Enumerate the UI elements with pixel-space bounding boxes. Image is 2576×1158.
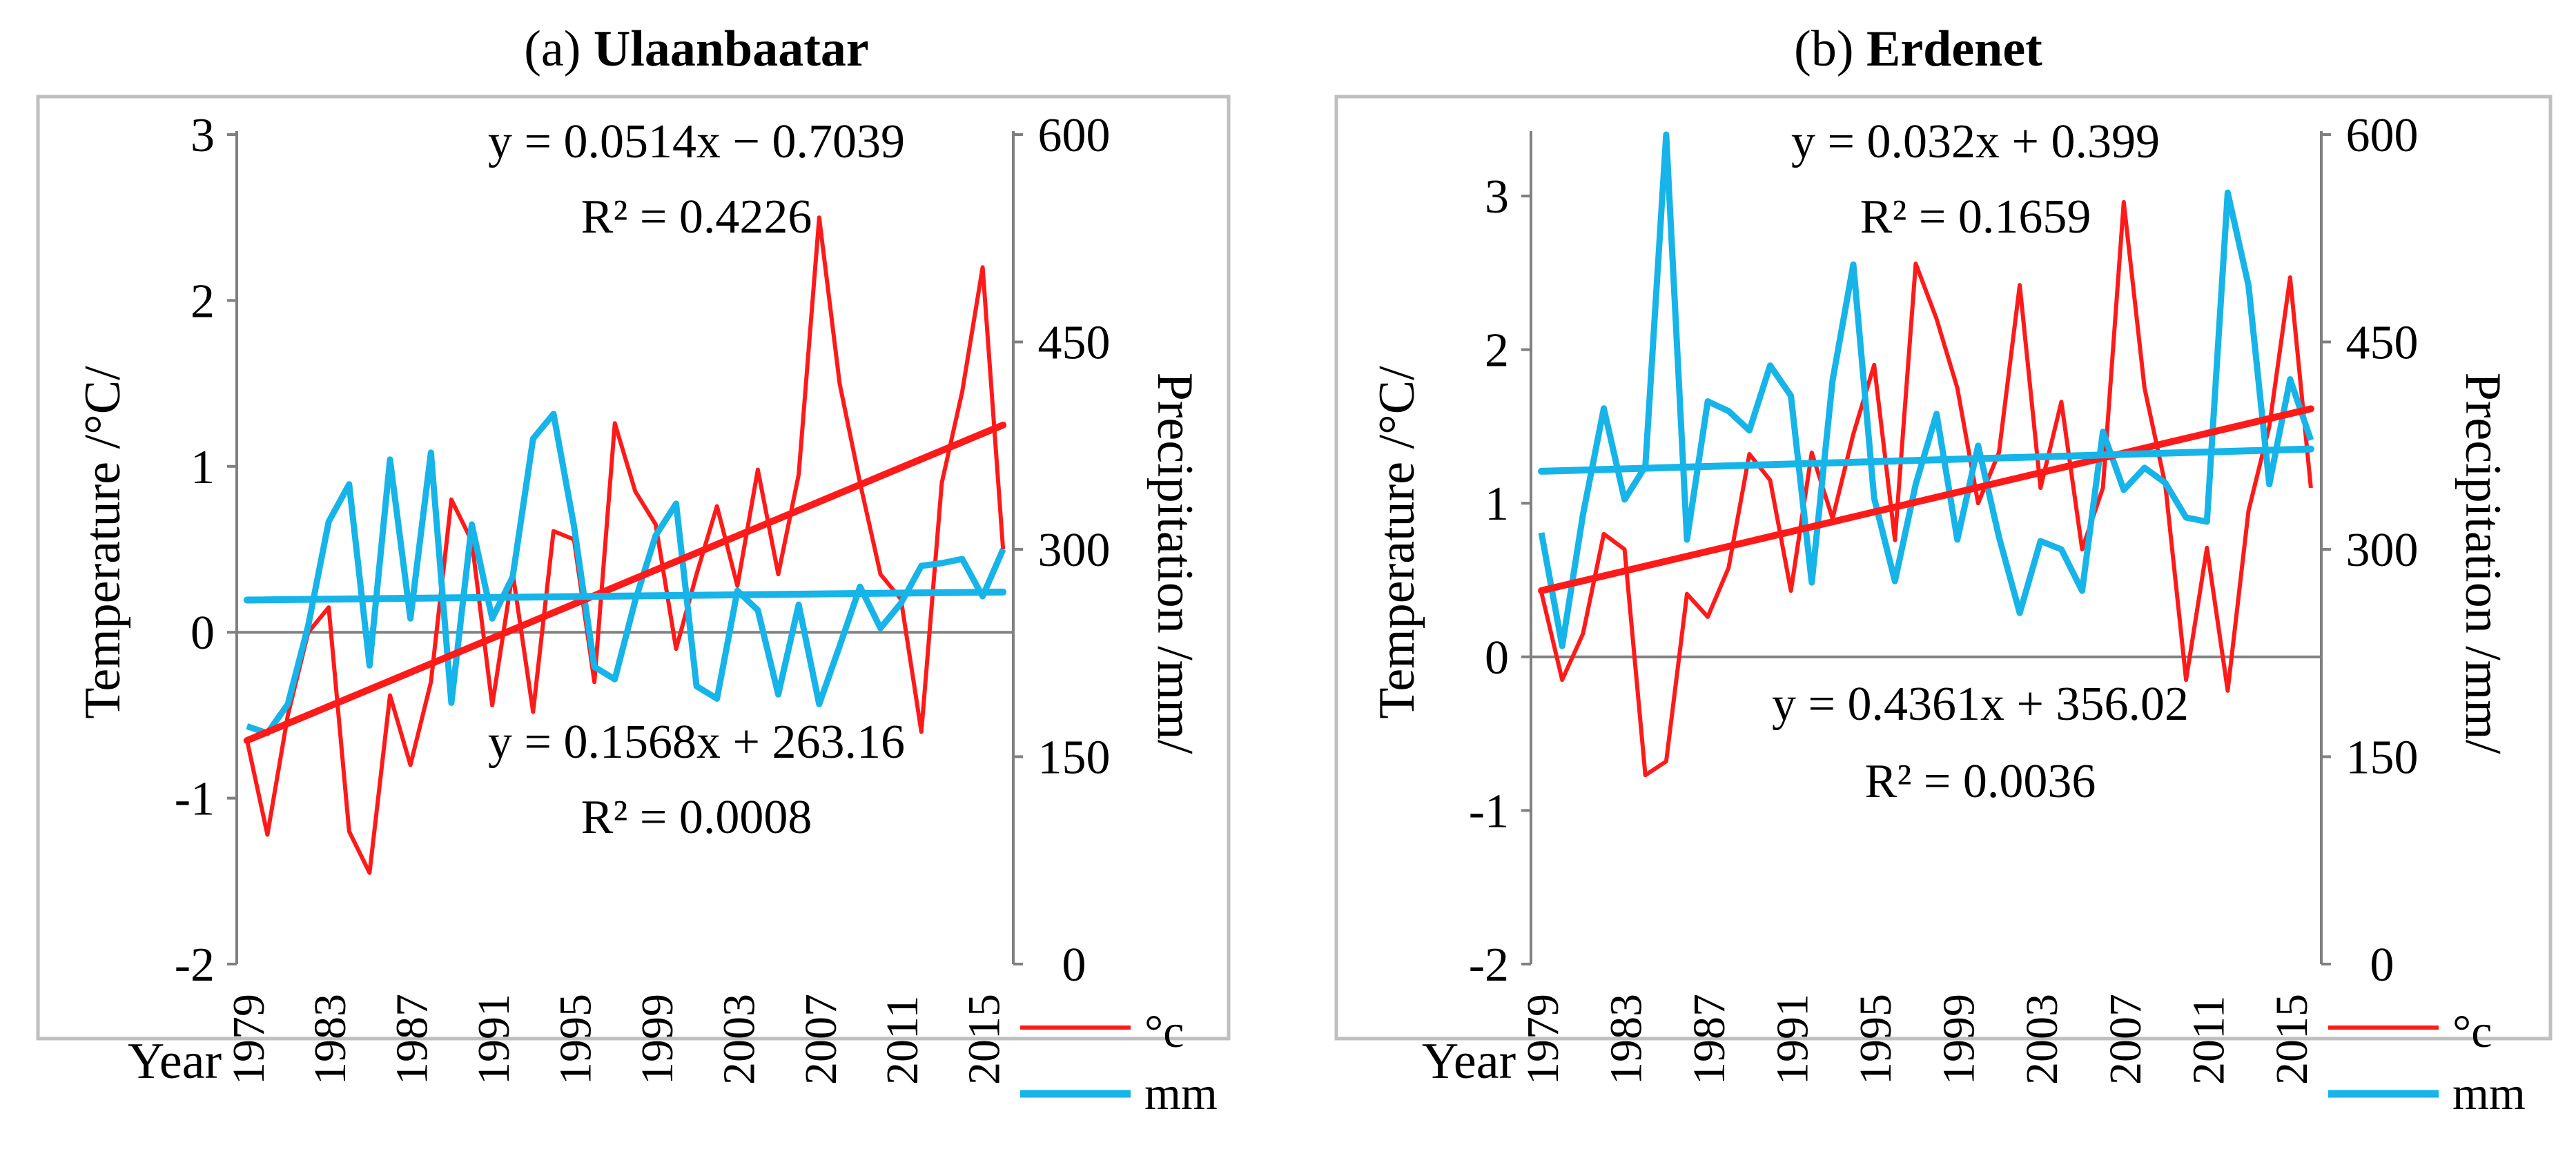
panel-ulaanbaatar: (a) Ulaanbaatar -2 -1 0 1 2 3 0 150 300 450 600 Temp… [36,21,1231,1119]
left-tick-label: 3 [191,109,215,162]
legend-label-precipitation: mm [2452,1067,2526,1119]
panel-label: (a) [524,21,594,77]
x-tick-label: 1999 [632,994,683,1085]
chart-frame [36,95,1231,1041]
right-tick-label: 450 [1038,317,1111,370]
right-axis-title: Precipitation /mm/ [2455,373,2511,754]
left-tick-label: -1 [1469,785,1509,838]
x-tick-label: 2015 [959,994,1010,1085]
trendline-r-squared: R² = 0.4226 [581,190,812,244]
x-tick-label: 2015 [2267,994,2317,1085]
x-tick-label: 2011 [2183,995,2234,1085]
right-tick-label: 0 [1062,939,1086,992]
trendline-r-squared: R² = 0.0036 [1865,755,2096,808]
series-temperature [244,215,1006,875]
panel-label: (b) [1794,21,1866,77]
trendline-equation: y = 0.4361x + 356.02 [1772,678,2189,731]
x-tick-label: 1983 [305,994,355,1085]
left-tick-label: -2 [1469,939,1509,992]
left-tick-label: -2 [175,939,215,992]
legend-label-precipitation: mm [1144,1067,1218,1119]
right-tick-label: 600 [2346,109,2419,162]
left-axis-title: Temperature /°C/ [1369,366,1425,719]
precipitation-trendline [1538,445,2314,475]
x-tick-label: 1979 [224,994,274,1085]
x-tick-label: 1987 [387,994,438,1085]
x-tick-label: 1995 [1851,994,1901,1085]
left-tick-label: 2 [191,275,215,328]
right-tick-label: 300 [1038,524,1111,577]
precipitation-trendline [243,588,1007,604]
temperature-trendline [243,421,1007,745]
right-tick-label: 0 [2370,939,2394,992]
x-axis-title: Year [128,1033,222,1090]
right-tick-label: 600 [1038,109,1111,162]
left-axis-title: Temperature /°C/ [75,366,131,719]
chart-title: (b) Erdenet [1794,21,2042,77]
chart-title: (a) Ulaanbaatar [524,21,868,77]
left-tick-label: 3 [1485,170,1509,224]
right-tick-label: 300 [2346,524,2419,577]
right-tick-label: 150 [2346,732,2419,785]
trendline-equation: y = 0.032x + 0.399 [1791,115,2160,168]
chart-frame [1334,95,2553,1041]
left-tick-label: 0 [1485,631,1509,685]
x-tick-label: 2007 [796,994,846,1085]
x-tick-label: 2007 [2100,994,2151,1085]
precipitation-line [1538,131,2314,649]
panel-title: Erdenet [1866,21,2042,77]
legend-label-temperature: °c [1144,1005,1184,1057]
trendline-r-squared: R² = 0.0008 [581,791,812,844]
panel-erdenet: (b) Erdenet -2 -1 0 1 2 3 0 150 300 450 600 Temperat… [1334,21,2553,1119]
x-tick-label: 1991 [1768,994,1818,1085]
precipitation-line [246,411,1006,736]
left-tick-label: 1 [1485,478,1509,531]
x-tick-label: 1983 [1601,994,1652,1085]
right-tick-label: 150 [1038,732,1111,785]
left-tick-label: 2 [1485,324,1509,377]
legend-label-temperature: °c [2452,1005,2492,1057]
temperature-trendline [1538,405,2314,594]
temperature-line [244,215,1006,875]
x-tick-label: 1995 [550,994,601,1085]
left-tick-label: -1 [175,773,215,826]
panel-title: Ulaanbaatar [594,21,869,77]
left-tick-label: 1 [191,441,215,494]
temperature-line [1539,199,2313,778]
series-precipitation [1538,131,2314,649]
series-precipitation [246,411,1006,736]
left-tick-label: 0 [191,607,215,660]
x-tick-label: 2003 [714,994,764,1085]
trendline-equation: y = 0.0514x − 0.7039 [488,115,905,168]
x-tick-label: 1999 [1934,994,1984,1085]
right-tick-label: 450 [2346,317,2419,370]
x-tick-label: 2003 [2017,994,2067,1085]
trendline-equation: y = 0.1568x + 263.16 [488,716,905,769]
x-tick-label: 1979 [1518,994,1568,1085]
x-tick-label: 1987 [1684,994,1735,1085]
right-axis-title: Precipitation /mm/ [1146,373,1203,754]
x-axis-title: Year [1422,1033,1516,1090]
trendline-r-squared: R² = 0.1659 [1860,190,2091,244]
x-tick-label: 1991 [469,994,519,1085]
x-tick-label: 2011 [877,995,928,1085]
